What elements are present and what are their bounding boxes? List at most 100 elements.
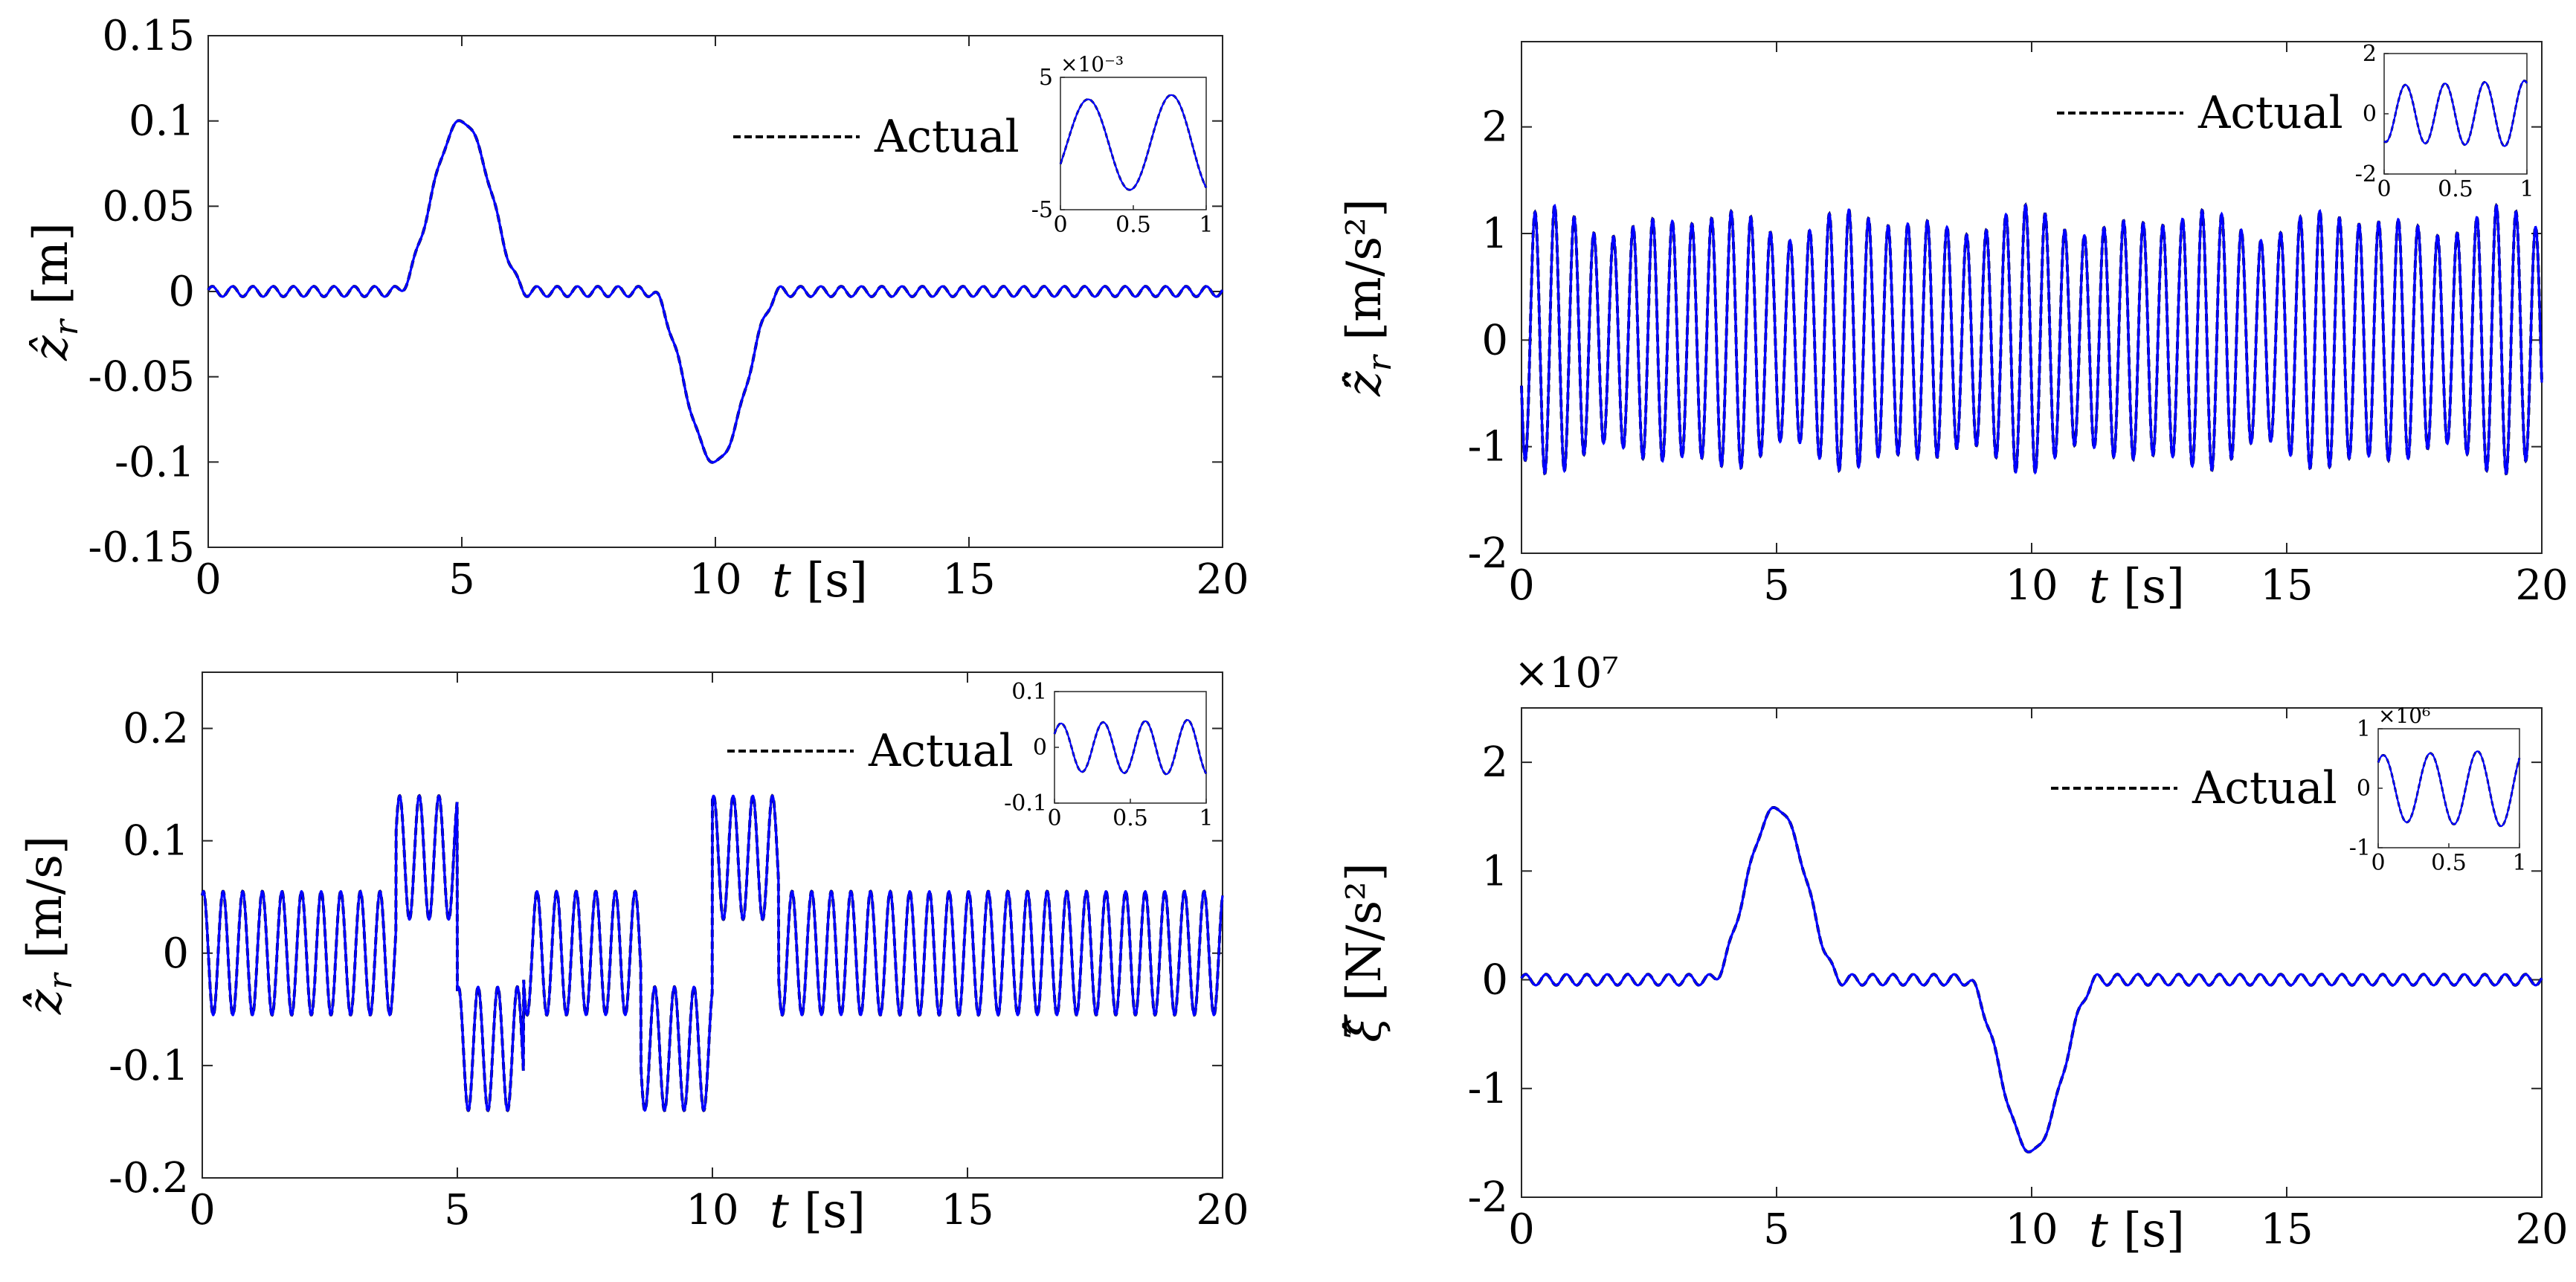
x-axis-label: t [s] — [2089, 1203, 2185, 1258]
x-tick-label: 10 — [2005, 561, 2058, 610]
x-tick-label: 15 — [942, 555, 995, 604]
y-tick-label: -2 — [1467, 1173, 1508, 1222]
x-tick-label: 10 — [689, 555, 741, 604]
inset-exponent: ×10⁶ — [2378, 703, 2430, 728]
inset-x-tick-label: 1 — [2512, 850, 2526, 876]
y-tick-label: -0.1 — [115, 438, 195, 486]
inset-y-tick-label: 0.1 — [1011, 679, 1047, 705]
y-tick-label: -2 — [1467, 529, 1508, 578]
x-tick-label: 0 — [189, 1186, 216, 1234]
series-estimated-line — [201, 793, 1224, 1112]
inset-x-tick-label: 0 — [1053, 212, 1067, 238]
inset-x-tick-label: 0.5 — [2438, 176, 2473, 202]
y-tick-label: 0 — [1481, 316, 1508, 364]
inset-x-tick-label: 1 — [2519, 176, 2534, 202]
y-tick-label: -1 — [1467, 1065, 1508, 1113]
y-tick-label: 2 — [1481, 103, 1508, 152]
y-tick-label: 2 — [1481, 738, 1508, 787]
x-tick-label: 0 — [1508, 1205, 1535, 1254]
legend-actual-label: Actual — [868, 725, 1014, 777]
x-tick-label: 5 — [1763, 561, 1790, 610]
x-tick-label: 5 — [444, 1186, 471, 1234]
inset-zr_dot: 0 0.5 1-0.100.1 — [1004, 679, 1213, 831]
inset-y-tick-label: 0 — [1033, 735, 1047, 761]
y-tick-label: -0.2 — [109, 1154, 189, 1202]
y-tick-label: 0.2 — [123, 705, 189, 753]
x-axis-label: t [s] — [2089, 559, 2185, 614]
y-tick-label: 0.1 — [123, 817, 189, 866]
y-tick-label: -0.15 — [88, 524, 195, 572]
plot-area — [1521, 707, 2543, 1198]
inset-plot-area — [2377, 728, 2520, 848]
inset-plot-area — [1054, 691, 1207, 804]
x-tick-label: 15 — [2260, 1205, 2313, 1254]
x-axis-label: t [s] — [772, 553, 868, 608]
x-tick-label: 15 — [941, 1186, 994, 1234]
inset-x-tick-label: 1 — [1199, 212, 1213, 238]
inset-exponent: ×10⁻³ — [1060, 52, 1124, 77]
inset-x-tick-label: 0 — [1047, 805, 1061, 831]
x-tick-label: 20 — [1196, 555, 1249, 604]
inset-zr: 0 0.5 1 -5 5 ×10⁻³ — [1031, 52, 1214, 238]
inset-y-tick-label: -2 — [2355, 161, 2377, 187]
x-tick-label: 0 — [1508, 561, 1535, 610]
inset-zr_ddot: 0 0.5 1-202 — [2355, 41, 2534, 202]
y-tick-label: 1 — [1481, 210, 1508, 258]
inset-y-tick-label: 1 — [2357, 716, 2371, 742]
legend-actual-label: Actual — [874, 111, 1020, 163]
inset-x-tick-label: 1 — [1199, 805, 1213, 831]
inset-series-estimated — [2377, 750, 2521, 828]
inset-x-tick-label: 0.5 — [2431, 850, 2467, 876]
y-axis-label: ż̂r [m/s] — [18, 836, 80, 1015]
plot-area — [1521, 41, 2543, 554]
legend-actual-label: Actual — [2192, 762, 2337, 814]
series-estimated-line — [1520, 202, 2543, 475]
y-axis-label: z̈̂r [m/s²] — [1337, 199, 1399, 397]
inset-series-estimated — [1053, 719, 1207, 776]
legend-actual-label: Actual — [2197, 87, 2343, 139]
inset-y-tick-label: 2 — [2363, 41, 2377, 67]
x-tick-label: 5 — [1763, 1205, 1790, 1254]
y-tick-label: -0.1 — [109, 1042, 189, 1090]
y-axis-label: ẑr [m] — [24, 222, 86, 361]
series-estimated-line — [1520, 806, 2543, 1153]
x-tick-label: 10 — [2005, 1205, 2058, 1254]
inset-plot-area — [1060, 77, 1207, 210]
y-tick-label: 0.05 — [102, 182, 195, 231]
y-exponent: ×10⁷ — [1514, 649, 1619, 698]
y-tick-label: 0.15 — [102, 12, 195, 60]
inset-series-estimated — [2383, 80, 2528, 147]
x-tick-label: 10 — [686, 1186, 738, 1234]
y-tick-label: 0 — [168, 268, 195, 316]
y-tick-label: -0.05 — [88, 353, 195, 402]
panel-zr_ddot: 0 5 10 15 20 -2 -1 0 1 2 t [s] z̈̂r [m/s²] Actual 0 0.… — [1337, 41, 2569, 614]
y-tick-label: 1 — [1481, 847, 1508, 895]
y-tick-label: -1 — [1467, 423, 1508, 471]
x-tick-label: 20 — [2515, 561, 2568, 610]
inset-y-tick-label: -0.1 — [1004, 790, 1047, 816]
inset-x-tick-label: 0 — [2371, 850, 2385, 876]
x-tick-label: 20 — [2515, 1205, 2568, 1254]
y-tick-label: 0 — [162, 930, 189, 978]
inset-x-tick-label: 0.5 — [1115, 212, 1151, 238]
panel-zr_dot: 0 5 10 15 20-0.2-0.100.10.2t [s]ż̂r [m/s]Act… — [18, 671, 1249, 1239]
x-axis-label: t [s] — [770, 1184, 866, 1239]
x-tick-label: 15 — [2260, 561, 2313, 610]
y-axis-label: ξ̂ [N/s²] — [1337, 863, 1392, 1043]
inset-y-tick-label: 5 — [1039, 65, 1053, 91]
inset-y-tick-label: -5 — [1031, 197, 1053, 223]
inset-series-estimated — [1059, 94, 1207, 191]
inset-y-tick-label: -1 — [2349, 835, 2371, 861]
x-tick-label: 5 — [448, 555, 475, 604]
series-estimated-line — [207, 119, 1224, 464]
inset-y-tick-label: 0 — [2357, 776, 2371, 802]
y-tick-label: 0.1 — [129, 97, 195, 146]
inset-x-tick-label: 0.5 — [1112, 805, 1148, 831]
x-tick-label: 20 — [1196, 1186, 1249, 1234]
inset-y-tick-label: 0 — [2363, 101, 2377, 127]
inset-xi: 0 0.5 1-101×10⁶ — [2349, 703, 2527, 876]
x-tick-label: 0 — [195, 555, 222, 604]
